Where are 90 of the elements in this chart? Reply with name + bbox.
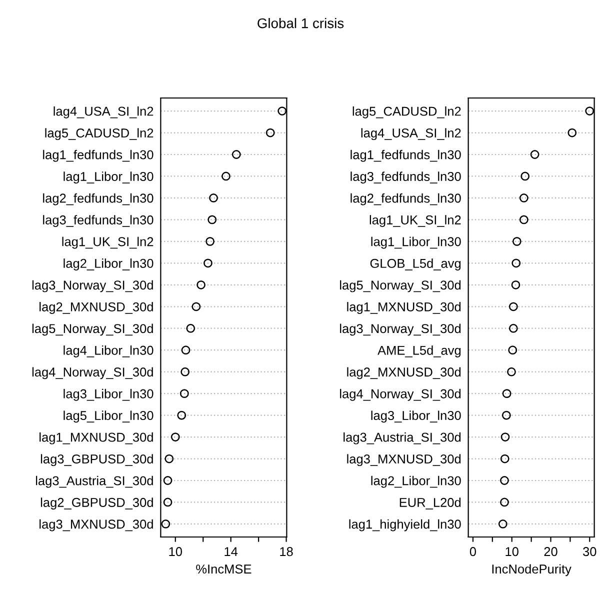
y-tick-label: lag1_UK_SI_ln2 bbox=[370, 215, 461, 227]
y-tick-label: lag2_MXNUSD_30d bbox=[40, 302, 153, 314]
y-tick-label: lag3_Libor_ln30 bbox=[371, 410, 461, 423]
x-tick-label: 20 bbox=[544, 547, 558, 556]
y-tick-label: lag5_CADUSD_ln2 bbox=[352, 106, 461, 118]
y-tick-label: lag3_Norway_SI_30d bbox=[32, 280, 153, 292]
y-tick-label: lag2_Libor_ln30 bbox=[64, 258, 154, 270]
point bbox=[585, 106, 594, 116]
x-tick-label: 10 bbox=[169, 547, 182, 556]
x-tick-label: 30 bbox=[583, 547, 596, 556]
y-tick-label: lag5_Norway_SI_30d bbox=[340, 280, 461, 292]
y-tick-label: lag3_fedfunds_ln30 bbox=[350, 172, 461, 184]
y-tick-label: lag3_MXNUSD_30d bbox=[40, 519, 153, 532]
x-tick-label: 10 bbox=[506, 547, 518, 556]
point bbox=[163, 476, 172, 485]
y-tick-label: lag1_fedfunds_ln30 bbox=[43, 150, 154, 162]
y-tick-label: lag4_Libor_ln30 bbox=[64, 345, 154, 358]
y-tick-label: lag3_Libor_ln30 bbox=[64, 388, 154, 401]
point bbox=[500, 476, 509, 485]
chart-title: Global 1 crisis bbox=[258, 18, 344, 28]
point bbox=[507, 367, 516, 376]
point bbox=[163, 498, 172, 507]
y-tick-label: lag3_Austria_SI_30d bbox=[344, 432, 461, 444]
x-tick-label: 18 bbox=[280, 547, 293, 556]
point bbox=[177, 410, 186, 420]
point bbox=[502, 410, 511, 420]
x-axis-title: IncNodePurity bbox=[492, 564, 572, 576]
x-axis-title: %IncMSE bbox=[196, 564, 252, 574]
point bbox=[206, 236, 214, 246]
point bbox=[180, 389, 189, 398]
y-tick-label: EUR_L20d bbox=[400, 498, 461, 510]
point bbox=[500, 498, 509, 507]
y-tick-label: lag2_Libor_ln30 bbox=[371, 476, 461, 488]
y-tick-label: lag2_fedfunds_ln30 bbox=[350, 193, 461, 206]
point bbox=[192, 302, 201, 312]
point bbox=[500, 454, 510, 464]
point bbox=[520, 172, 530, 181]
y-tick-label: AME_L5d_avg bbox=[378, 345, 461, 358]
point bbox=[508, 302, 518, 312]
y-tick-label: lag3_MXNUSD_30d bbox=[347, 454, 461, 466]
point bbox=[519, 194, 528, 202]
y-tick-label: lag3_Austria_SI_30d bbox=[36, 476, 153, 488]
point bbox=[222, 172, 230, 181]
y-tick-label: lag1_MXNUSD_30d bbox=[347, 302, 461, 314]
y-tick-label: lag4_Norway_SI_30d bbox=[340, 388, 461, 401]
point bbox=[204, 258, 212, 268]
y-tick-label: lag5_CADUSD_ln2 bbox=[45, 128, 154, 140]
y-tick-label: lag4_USA_SI_ln2 bbox=[54, 106, 154, 118]
point bbox=[208, 215, 217, 224]
y-tick-label: lag1_Libor_ln30 bbox=[371, 236, 461, 249]
point bbox=[530, 150, 540, 159]
point bbox=[161, 520, 170, 528]
point bbox=[181, 346, 190, 355]
point bbox=[502, 389, 512, 398]
y-tick-label: lag5_Libor_ln30 bbox=[64, 410, 154, 423]
point bbox=[498, 520, 508, 528]
y-tick-label: GLOB_L5d_avg bbox=[370, 258, 461, 270]
point bbox=[266, 128, 275, 138]
y-tick-label: lag5_Norway_SI_30d bbox=[32, 324, 153, 336]
y-tick-label: lag1_Libor_ln30 bbox=[64, 172, 154, 184]
point bbox=[508, 324, 518, 333]
y-tick-label: lag2_GBPUSD_30d bbox=[40, 498, 153, 510]
point bbox=[232, 150, 241, 159]
point bbox=[519, 215, 528, 224]
x-tick-label: 14 bbox=[224, 547, 238, 556]
point bbox=[508, 346, 518, 355]
y-tick-label: lag1_MXNUSD_30d bbox=[40, 432, 153, 444]
y-tick-label: lag4_Norway_SI_30d bbox=[32, 367, 153, 380]
point bbox=[209, 194, 218, 202]
point bbox=[512, 236, 522, 246]
y-tick-label: lag4_USA_SI_ln2 bbox=[361, 128, 461, 140]
y-tick-label: lag3_GBPUSD_30d bbox=[40, 454, 153, 466]
point bbox=[170, 432, 180, 442]
point bbox=[196, 280, 206, 290]
y-tick-label: lag1_UK_SI_ln2 bbox=[62, 236, 154, 249]
y-tick-label: lag1_fedfunds_ln30 bbox=[350, 150, 461, 162]
point bbox=[186, 324, 196, 333]
y-tick-label: lag2_fedfunds_ln30 bbox=[43, 193, 154, 206]
point bbox=[164, 454, 174, 464]
point bbox=[512, 258, 521, 268]
y-tick-label: lag3_Norway_SI_30d bbox=[340, 324, 461, 336]
y-tick-label: lag2_MXNUSD_30d bbox=[347, 367, 461, 380]
point bbox=[278, 106, 287, 116]
point bbox=[500, 432, 510, 442]
y-tick-label: lag3_fedfunds_ln30 bbox=[43, 215, 154, 227]
x-tick-label: 0 bbox=[470, 547, 476, 556]
point bbox=[568, 128, 577, 138]
y-tick-label: lag1_highyield_ln30 bbox=[349, 519, 461, 532]
point bbox=[180, 367, 190, 376]
point bbox=[511, 280, 520, 290]
